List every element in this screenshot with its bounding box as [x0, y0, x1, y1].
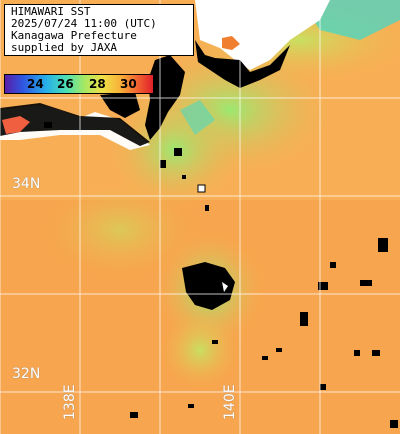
title-box: HIMAWARI SST 2025/07/24 11:00 (UTC) Kana…	[4, 4, 194, 56]
title-line: HIMAWARI SST	[11, 5, 91, 18]
title-line: supplied by JAXA	[11, 41, 117, 54]
lat-label-32n: 32N	[12, 366, 41, 382]
land-white	[195, 0, 330, 70]
title-line: 2025/07/24 11:00 (UTC)	[11, 17, 157, 30]
legend-tick: 26	[57, 77, 74, 91]
lon-label-140e: 140E	[222, 384, 238, 420]
island-land	[182, 262, 235, 310]
lat-label-34n: 34N	[12, 176, 41, 192]
title-line: Kanagawa Prefecture	[11, 29, 137, 42]
legend-tick: 30	[120, 77, 137, 91]
lon-label-138e: 138E	[62, 384, 78, 420]
legend-tick: 28	[89, 77, 106, 91]
legend-tick: 24	[27, 77, 44, 91]
color-legend: 24 26 28 30	[4, 74, 154, 94]
